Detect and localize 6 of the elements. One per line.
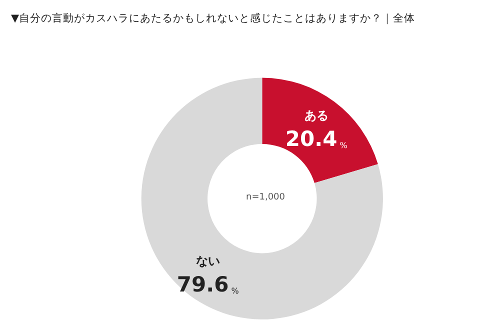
data-label: 79.6% <box>176 272 240 296</box>
text: n=1,000 <box>246 192 286 202</box>
data-label: 20.4% <box>285 126 348 151</box>
slice-label: ない <box>196 254 220 268</box>
chart-title: ▼自分の言動がカスハラにあたるかもしれないと感じたことはありますか？｜全体 <box>11 12 416 24</box>
slice-label: ある <box>304 108 328 122</box>
